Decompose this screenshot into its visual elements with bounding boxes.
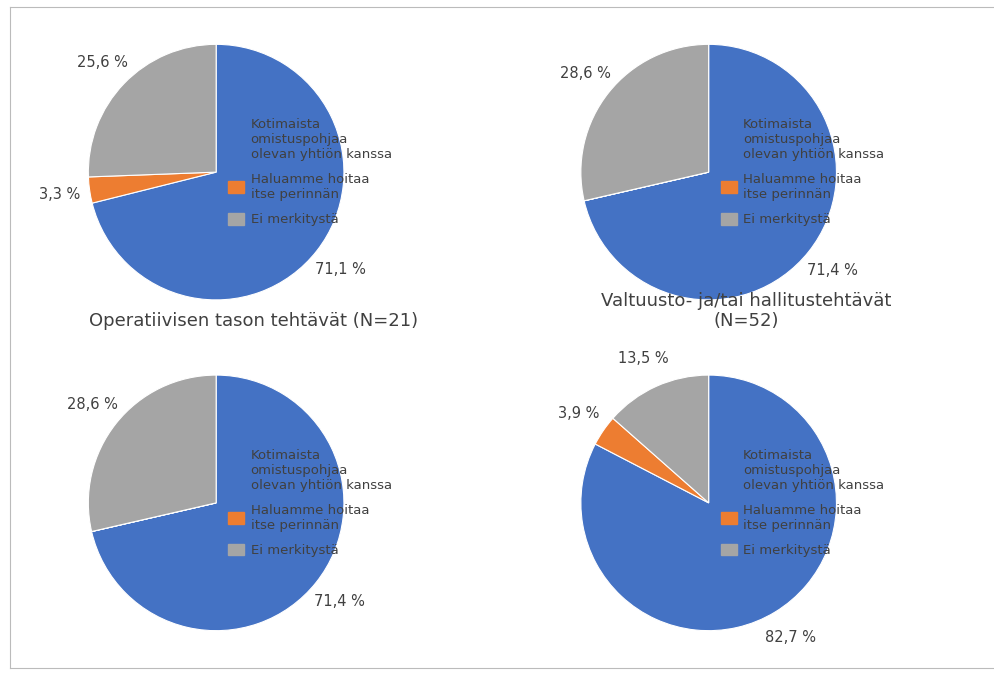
Wedge shape bbox=[91, 503, 216, 531]
Text: 28,6 %: 28,6 % bbox=[560, 66, 610, 81]
Text: 25,6 %: 25,6 % bbox=[77, 55, 128, 70]
Wedge shape bbox=[88, 172, 216, 203]
Legend: Kotimaista
omistuspohjaa
olevan yhtiön kanssa, Haluamme hoitaa
itse perinnän, Ei: Kotimaista omistuspohjaa olevan yhtiön k… bbox=[224, 114, 396, 230]
Text: 71,4 %: 71,4 % bbox=[314, 594, 365, 609]
Wedge shape bbox=[88, 375, 216, 531]
Legend: Kotimaista
omistuspohjaa
olevan yhtiön kanssa, Haluamme hoitaa
itse perinnän, Ei: Kotimaista omistuspohjaa olevan yhtiön k… bbox=[224, 445, 396, 561]
Text: 3,3 %: 3,3 % bbox=[39, 187, 81, 202]
Wedge shape bbox=[583, 45, 836, 300]
Title: Operatiivisen tason tehtävät (N=21): Operatiivisen tason tehtävät (N=21) bbox=[89, 313, 417, 330]
Text: 28,6 %: 28,6 % bbox=[68, 397, 118, 412]
Wedge shape bbox=[612, 375, 708, 503]
Legend: Kotimaista
omistuspohjaa
olevan yhtiön kanssa, Haluamme hoitaa
itse perinnän, Ei: Kotimaista omistuspohjaa olevan yhtiön k… bbox=[716, 114, 888, 230]
Text: 71,1 %: 71,1 % bbox=[315, 262, 366, 277]
Wedge shape bbox=[594, 418, 708, 503]
Wedge shape bbox=[583, 172, 708, 200]
Title: Valtuusto- ja/tai hallitustehtävät
(N=52): Valtuusto- ja/tai hallitustehtävät (N=52… bbox=[600, 292, 891, 330]
Text: 13,5 %: 13,5 % bbox=[618, 352, 668, 367]
Text: 71,4 %: 71,4 % bbox=[806, 263, 857, 278]
Text: 3,9 %: 3,9 % bbox=[558, 406, 598, 421]
Wedge shape bbox=[580, 375, 836, 630]
Legend: Kotimaista
omistuspohjaa
olevan yhtiön kanssa, Haluamme hoitaa
itse perinnän, Ei: Kotimaista omistuspohjaa olevan yhtiön k… bbox=[716, 445, 888, 561]
Wedge shape bbox=[88, 45, 216, 177]
Wedge shape bbox=[580, 45, 708, 200]
Text: 82,7 %: 82,7 % bbox=[764, 630, 815, 645]
Wedge shape bbox=[91, 375, 344, 630]
Wedge shape bbox=[92, 45, 344, 300]
